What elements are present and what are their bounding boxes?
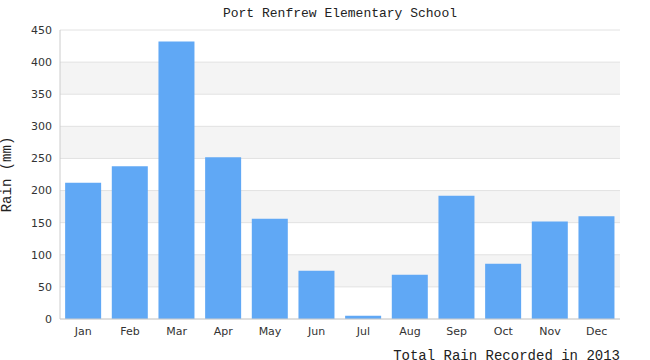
svg-text:Total Rain Recorded in 2013: Total Rain Recorded in 2013 <box>393 348 620 360</box>
svg-text:Apr: Apr <box>214 325 234 338</box>
svg-text:0: 0 <box>45 313 52 326</box>
svg-text:Feb: Feb <box>120 325 139 338</box>
svg-text:Sep: Sep <box>446 325 467 338</box>
svg-text:50: 50 <box>38 281 52 294</box>
svg-text:400: 400 <box>31 56 52 69</box>
svg-text:Oct: Oct <box>494 325 514 338</box>
svg-text:Jan: Jan <box>74 325 92 338</box>
svg-text:Nov: Nov <box>539 325 561 338</box>
svg-text:Jun: Jun <box>307 325 325 338</box>
svg-text:450: 450 <box>31 24 52 37</box>
svg-text:Aug: Aug <box>399 325 420 338</box>
svg-text:350: 350 <box>31 88 52 101</box>
svg-text:Jul: Jul <box>356 325 370 338</box>
svg-text:200: 200 <box>31 184 52 197</box>
svg-text:Rain (mm): Rain (mm) <box>8 137 15 213</box>
svg-text:250: 250 <box>31 152 52 165</box>
svg-text:300: 300 <box>31 120 52 133</box>
svg-text:Mar: Mar <box>166 325 187 338</box>
svg-text:150: 150 <box>31 217 52 230</box>
svg-text:100: 100 <box>31 249 52 262</box>
svg-text:May: May <box>259 325 282 338</box>
svg-text:Dec: Dec <box>586 325 607 338</box>
html-text:Port Renfrew Elementary School: Port Renfrew Elementary School <box>223 6 457 21</box>
